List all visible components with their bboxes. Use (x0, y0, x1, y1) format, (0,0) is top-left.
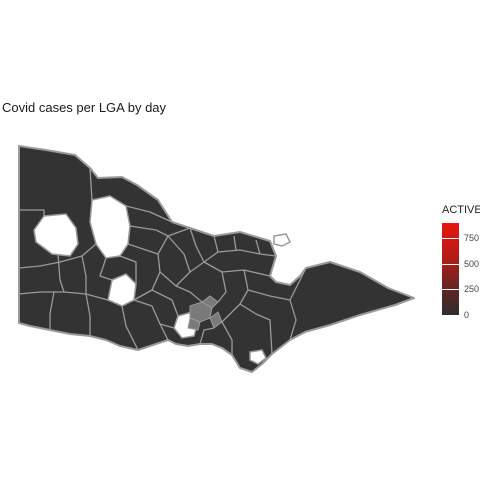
unincorporated-area-east (273, 233, 292, 247)
legend-tick-label: 0 (464, 310, 470, 320)
metro-melbourne-cluster (187, 295, 223, 331)
legend-tick-label: 750 (464, 233, 480, 243)
legend-color-bar (442, 223, 459, 315)
legend-tick-label: 250 (464, 284, 480, 294)
legend-tick-label: 500 (464, 259, 480, 269)
legend-tick-mark (442, 264, 459, 265)
legend-tick-mark (442, 289, 459, 290)
unincorporated-area-peninsula (249, 349, 267, 365)
legend-tick-mark (442, 238, 459, 239)
chart-title: Covid cases per LGA by day (2, 100, 167, 115)
victoria-state-shape (18, 145, 415, 373)
legend-tick-mark (442, 315, 459, 316)
color-legend: ACTIVE 750 500 250 0 (442, 204, 480, 320)
legend-title: ACTIVE (442, 204, 480, 216)
lga-boundaries (18, 167, 307, 355)
unincorporated-area-central-north (89, 195, 131, 259)
unincorporated-area-west (33, 213, 79, 257)
